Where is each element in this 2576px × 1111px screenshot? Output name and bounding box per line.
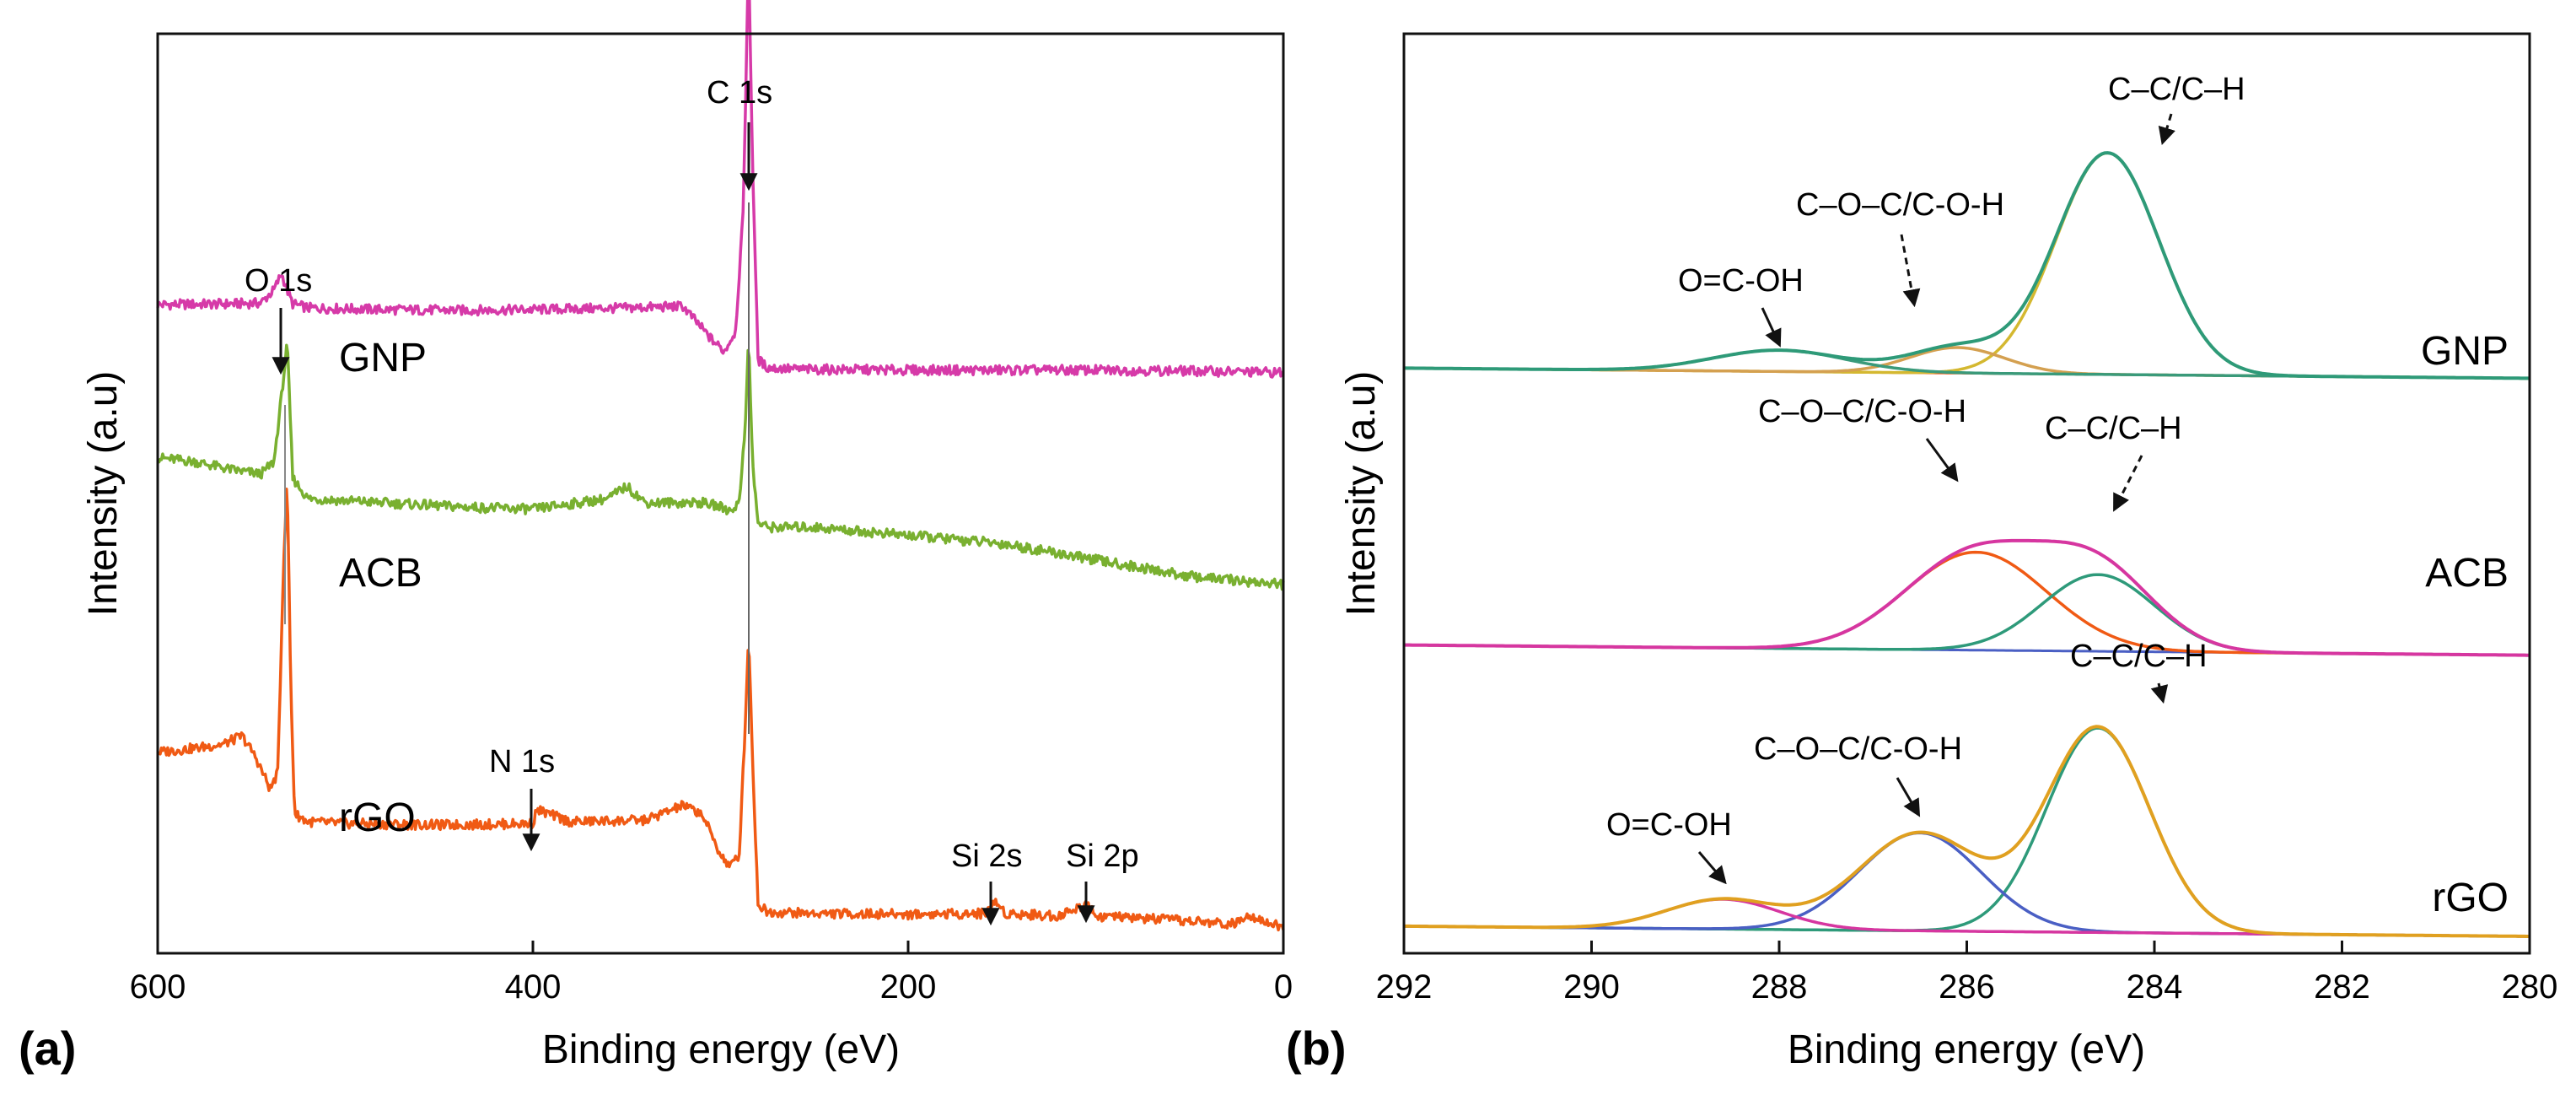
annot-c1s: C 1s	[707, 75, 772, 111]
component-b-gnp-2	[1403, 348, 2530, 380]
panel-a-label-gnp: GNP	[339, 336, 427, 380]
component-b-acb-1	[1404, 573, 2530, 657]
tick-label-b-292: 292	[1376, 968, 1433, 1006]
panel-b-frame	[1402, 32, 2531, 955]
panel-b-xticks: 292 290 288 286 284 282 280	[1376, 941, 2558, 1006]
tick-label-a-0: 0	[1274, 968, 1293, 1006]
panel-a-series	[156, 0, 1285, 932]
annot-si2p: Si 2p	[1066, 839, 1139, 874]
arrow-b-gnp-coc	[1900, 234, 1921, 308]
annot-b-rgo-cc: C–C/C–H	[2070, 639, 2208, 674]
component-b-acb-0	[1404, 550, 2530, 657]
arrow-b-rgo-coc	[1896, 777, 1921, 817]
annot-b-gnp-oco: O=C-OH	[1678, 263, 1804, 299]
component-b-rgo-2	[1404, 898, 2530, 938]
tick-label-a-600: 600	[130, 968, 186, 1006]
envelope-b-rgo	[1404, 725, 2530, 938]
tick-label-b-282: 282	[2314, 968, 2370, 1006]
panel-a-frame	[156, 32, 1285, 955]
annot-o1s: O 1s	[245, 263, 312, 299]
tick-label-b-290: 290	[1563, 968, 1620, 1006]
annot-b-acb-cc: C–C/C–H	[2045, 411, 2182, 446]
panel-b-label-acb: ACB	[2425, 551, 2509, 596]
component-b-rgo-0	[1404, 726, 2530, 938]
panel-b-label-gnp: GNP	[2421, 329, 2509, 374]
annot-b-gnp-cc: C–C/C–H	[2108, 72, 2245, 107]
series-a-acb	[157, 343, 1285, 591]
annot-n1s: N 1s	[489, 744, 555, 779]
series-a-rgo	[156, 488, 1285, 932]
arrow-b-rgo-cc	[2150, 682, 2169, 704]
panel-a-ylabel: Intensity (a.u)	[81, 371, 126, 617]
annot-si2s: Si 2s	[951, 839, 1022, 874]
panel-b-label-rgo: rGO	[2432, 876, 2509, 920]
tick-label-b-286: 286	[1939, 968, 1995, 1006]
tick-label-b-284: 284	[2127, 968, 2183, 1006]
annot-b-acb-coc: C–O–C/C-O-H	[1758, 394, 1966, 429]
panel-b-label: (b)	[1286, 1022, 1347, 1075]
panel-b: 292 290 288 286 284 282 280 Binding ener…	[1286, 32, 2558, 1075]
series-a-gnp	[156, 0, 1285, 379]
panel-a-label: (a)	[19, 1022, 76, 1075]
panel-a: 600 400 200 0 Binding energy (eV) Intens…	[19, 0, 1293, 1075]
arrow-b-gnp-oco	[1761, 307, 1782, 348]
panel-a-xticks: 600 400 200 0	[130, 941, 1293, 1006]
tick-label-a-200: 200	[880, 968, 937, 1006]
envelope-b-acb	[1404, 538, 2530, 657]
tick-label-a-400: 400	[505, 968, 562, 1006]
tick-label-b-288: 288	[1751, 968, 1808, 1006]
panel-b-series	[1403, 151, 2530, 938]
panel-b-ylabel: Intensity (a.u)	[1339, 371, 1384, 617]
arrow-b-acb-coc	[1925, 438, 1959, 483]
arrow-b-gnp-cc	[2158, 113, 2175, 146]
arrow-b-rgo-oco	[1697, 851, 1727, 885]
component-b-rgo-1	[1404, 831, 2530, 938]
panel-a-label-acb: ACB	[339, 551, 422, 596]
annot-b-rgo-coc: C–O–C/C-O-H	[1754, 731, 1962, 767]
tick-label-b-280: 280	[2502, 968, 2558, 1006]
arrow-b-acb-cc	[2113, 455, 2143, 512]
annot-b-gnp-coc: C–O–C/C-O-H	[1796, 187, 2004, 223]
panel-a-xlabel: Binding energy (eV)	[542, 1027, 900, 1072]
panel-b-xlabel: Binding energy (eV)	[1788, 1027, 2145, 1072]
envelope-b-gnp	[1403, 151, 2530, 380]
panel-a-label-rgo: rGO	[339, 795, 416, 840]
annot-b-rgo-oco: O=C-OH	[1606, 807, 1732, 843]
